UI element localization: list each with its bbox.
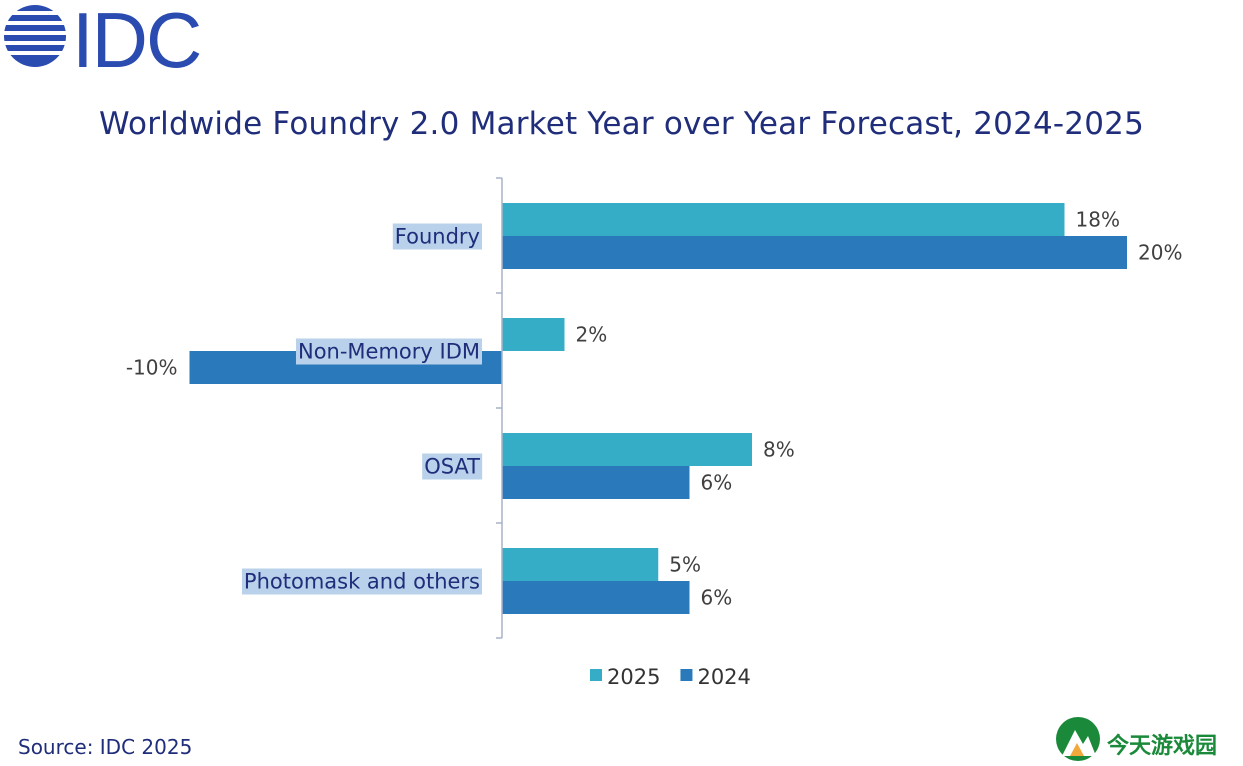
category-label-highlight bbox=[295, 338, 482, 365]
bars-group bbox=[189, 203, 1127, 614]
category-label: Photomask and others bbox=[244, 570, 480, 594]
watermark: 今天游戏园 bbox=[1053, 716, 1217, 762]
legend-label: 2025 bbox=[607, 665, 660, 689]
data-label: 2% bbox=[576, 323, 608, 347]
category-label-highlight bbox=[422, 453, 483, 480]
category-label: Foundry bbox=[395, 225, 480, 249]
data-label: 6% bbox=[701, 586, 733, 610]
data-label: -10% bbox=[126, 356, 178, 380]
legend: 2025 2024 bbox=[590, 665, 751, 689]
labels-group: Foundry 18% 20% Non-Memory IDM 2% -10% OSAT 8% 6… bbox=[126, 208, 1183, 610]
category-label: OSAT bbox=[424, 455, 480, 479]
category-axis bbox=[496, 177, 503, 639]
bar-2024 bbox=[502, 466, 690, 499]
category-label-highlight bbox=[241, 568, 482, 595]
legend-label: 2024 bbox=[697, 665, 750, 689]
idc-logo: IDC bbox=[0, 0, 202, 75]
bar-2024 bbox=[502, 581, 690, 614]
bar-2025 bbox=[502, 548, 659, 581]
bar-2025 bbox=[502, 203, 1065, 236]
bar-2025 bbox=[502, 433, 752, 466]
bar-2024 bbox=[502, 236, 1127, 269]
watermark-mountain-icon bbox=[1056, 717, 1100, 761]
legend-swatch-2024 bbox=[680, 669, 693, 681]
data-label: 6% bbox=[701, 471, 733, 495]
idc-logo-text: IDC bbox=[72, 0, 200, 75]
category-label-highlight bbox=[392, 223, 482, 250]
data-label: 18% bbox=[1076, 208, 1120, 232]
category-label: Non-Memory IDM bbox=[298, 340, 480, 364]
watermark-text: 今天游戏园 bbox=[1107, 734, 1218, 759]
legend-swatch-2025 bbox=[590, 669, 602, 681]
data-label: 5% bbox=[669, 553, 701, 577]
bar-2025 bbox=[502, 318, 565, 351]
data-label: 20% bbox=[1138, 241, 1182, 265]
source-note: Source: IDC 2025 bbox=[18, 735, 193, 759]
chart-title: Worldwide Foundry 2.0 Market Year over Y… bbox=[99, 106, 1144, 142]
idc-globe-icon bbox=[0, 5, 75, 67]
data-label: 8% bbox=[763, 438, 795, 462]
